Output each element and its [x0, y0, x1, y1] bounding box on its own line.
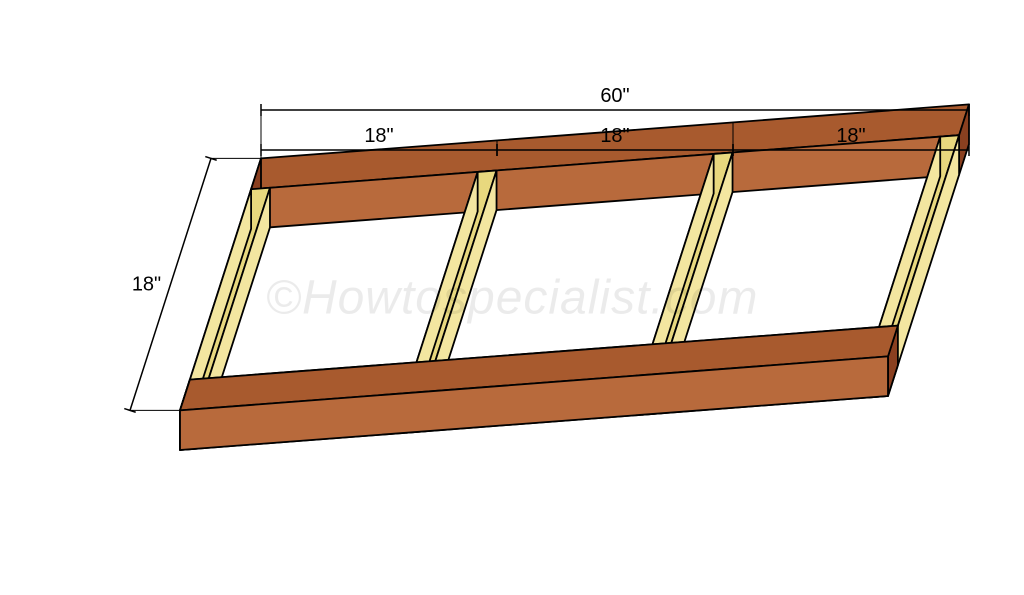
dim-section-1-label: 18"	[364, 125, 393, 147]
dim-depth-label: 18"	[132, 273, 161, 295]
dim-overall-width-label: 60"	[600, 85, 629, 107]
dim-section-3-label: 18"	[836, 125, 865, 147]
dim-section-2-label: 18"	[600, 125, 629, 147]
frame-diagram: 60" 18" 18" 18" 18"	[0, 0, 1024, 595]
